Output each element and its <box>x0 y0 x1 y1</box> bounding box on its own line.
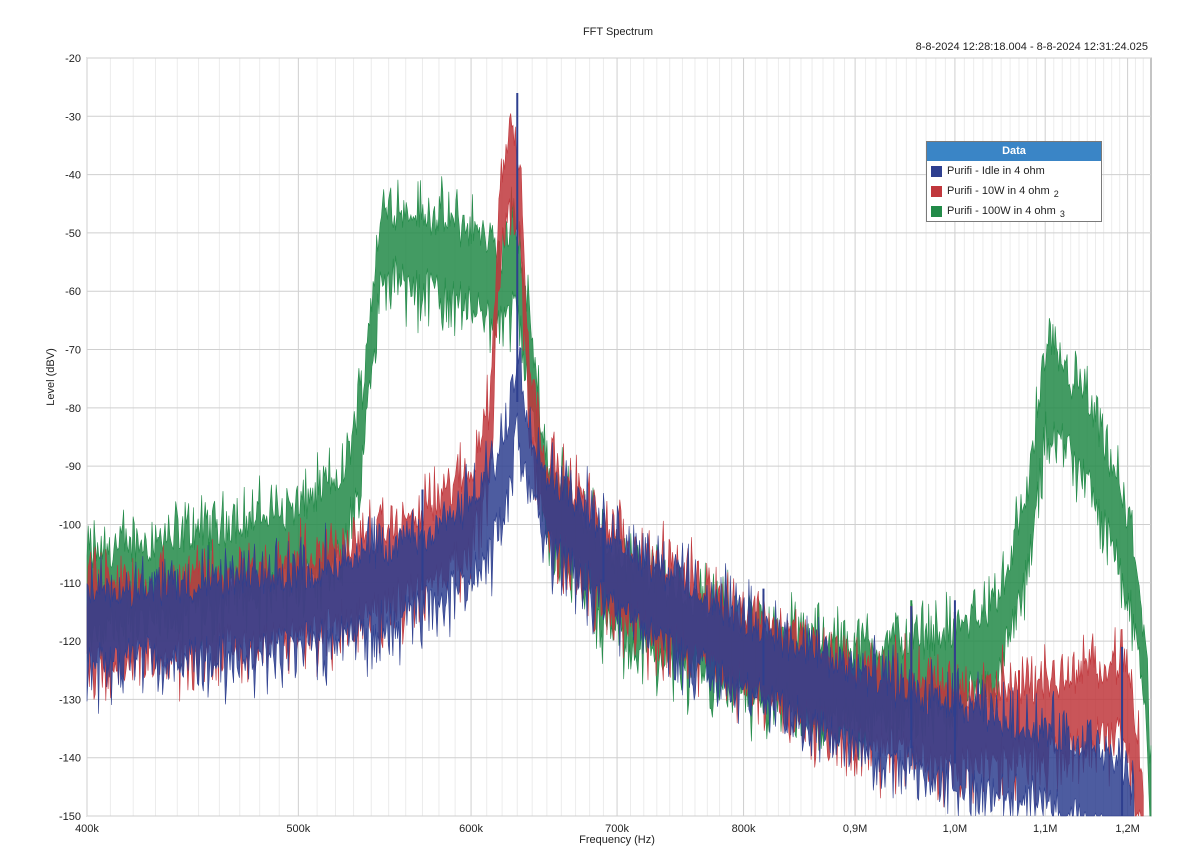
y-tick-label: -70 <box>65 345 81 357</box>
y-tick-label: -60 <box>65 286 81 298</box>
x-tick-label: 800k <box>732 823 756 835</box>
legend-label: Purifi - 100W in 4 ohm <box>947 205 1056 217</box>
y-tick-label: -100 <box>59 519 81 531</box>
series-0 <box>86 92 1135 817</box>
legend-item[interactable]: Purifi - Idle in 4 ohm <box>927 161 1101 181</box>
y-axis-label: Level (dBV) <box>45 348 57 405</box>
chart-title: FFT Spectrum <box>582 26 654 38</box>
legend-swatch <box>931 165 942 177</box>
y-tick-label: -30 <box>65 111 81 123</box>
legend-swatch <box>931 205 942 217</box>
x-tick-label: 700k <box>605 823 629 835</box>
timestamp: 8-8-2024 12:28:18.004 - 8-8-2024 12:31:2… <box>915 41 1148 53</box>
legend-index: 2 <box>1053 189 1059 199</box>
y-tick-label: -40 <box>65 170 81 182</box>
x-tick-label: 500k <box>286 823 310 835</box>
legend-label: Purifi - Idle in 4 ohm <box>947 165 1045 177</box>
y-tick-label: -150 <box>59 811 81 823</box>
x-tick-label: 400k <box>75 823 99 835</box>
x-tick-label: 600k <box>459 823 483 835</box>
legend-swatch <box>931 185 942 197</box>
legend-title: Data <box>927 142 1101 161</box>
x-tick-label: 0,9M <box>843 823 867 835</box>
legend-item[interactable]: Purifi - 10W in 4 ohm 2 <box>927 181 1101 201</box>
x-tick-label: 1,2M <box>1115 823 1139 835</box>
y-tick-label: -140 <box>59 753 81 765</box>
y-tick-label: -120 <box>59 636 81 648</box>
series-band <box>86 176 1152 817</box>
legend: Data Purifi - Idle in 4 ohm Purifi - 10W… <box>926 141 1102 222</box>
series-layer <box>86 92 1152 817</box>
y-tick-label: -130 <box>59 694 81 706</box>
y-tick-label: -90 <box>65 461 81 473</box>
legend-item[interactable]: Purifi - 100W in 4 ohm 3 <box>927 201 1101 221</box>
x-tick-label: 1,0M <box>943 823 967 835</box>
x-axis-label: Frequency (Hz) <box>579 834 655 846</box>
series-band <box>86 346 1135 817</box>
y-tick-label: -80 <box>65 403 81 415</box>
x-tick-label: 1,1M <box>1033 823 1057 835</box>
y-tick-label: -50 <box>65 228 81 240</box>
y-tick-label: -110 <box>60 578 81 590</box>
tick-labels: 400k 500k 600k 700k 800k 0,9M 1,0M 1,1M 1,2M -20 -… <box>59 53 1140 835</box>
legend-index: 3 <box>1059 209 1065 219</box>
y-tick-label: -20 <box>65 53 81 65</box>
legend-label: Purifi - 10W in 4 ohm <box>947 185 1050 197</box>
